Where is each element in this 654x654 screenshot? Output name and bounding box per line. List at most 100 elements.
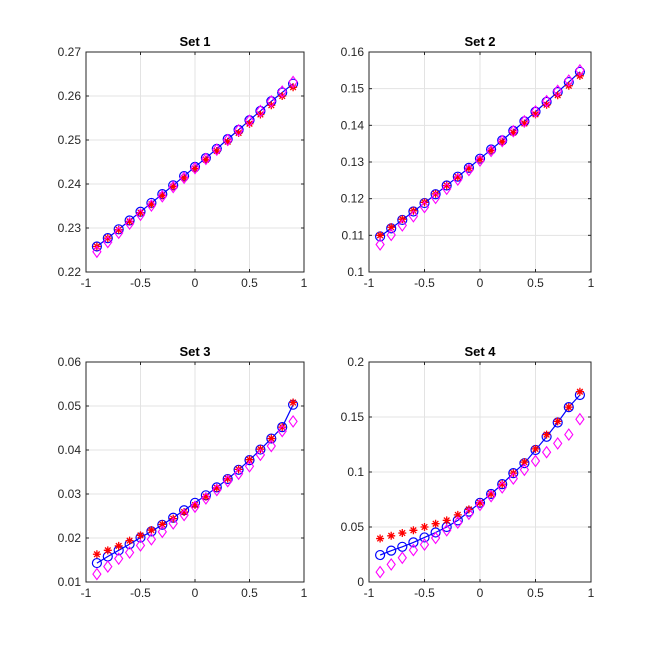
star-marker (498, 137, 507, 146)
star-marker (125, 536, 134, 545)
diamond-marker (288, 414, 298, 428)
diamond-marker (541, 445, 552, 459)
star-marker (575, 387, 584, 396)
diamond-marker (190, 161, 200, 175)
star-marker (531, 444, 540, 453)
circle-marker (113, 224, 124, 235)
diamond-marker (453, 173, 463, 187)
circle-marker (463, 162, 474, 173)
star-marker (92, 550, 101, 559)
star-marker (520, 119, 529, 128)
diamond-marker (497, 134, 507, 148)
x-tick-label: 1 (301, 276, 308, 290)
diamond-marker (564, 428, 574, 442)
y-tick-label: 0.02 (58, 531, 82, 545)
star-marker (136, 531, 145, 540)
diamond-marker (386, 228, 396, 242)
y-tick-label: 0.06 (58, 355, 82, 369)
diamond-marker (486, 489, 496, 503)
circle-marker (244, 455, 255, 466)
star-marker (147, 526, 156, 535)
x-tick-label: -1 (364, 276, 375, 290)
diamond-marker (430, 191, 441, 205)
diamond-marker (464, 163, 474, 177)
diamond-marker (288, 75, 298, 89)
y-tick-label: 0.05 (341, 520, 365, 534)
diamond-marker (201, 152, 211, 166)
y-tick-label: 0.22 (58, 265, 82, 279)
x-tick-label: 0 (477, 276, 484, 290)
diamond-marker (266, 94, 276, 108)
star-marker (136, 208, 145, 217)
x-tick-label: 0.5 (241, 586, 258, 600)
diamond-marker (179, 508, 189, 522)
circle-marker (255, 444, 266, 455)
y-tick-label: 0.1 (347, 465, 364, 479)
diamond-marker (386, 557, 396, 571)
y-tick-label: 0 (357, 575, 364, 589)
diamond-marker (255, 104, 266, 118)
diamond-marker (190, 500, 200, 514)
diamond-marker (408, 543, 419, 557)
diamond-marker (397, 551, 407, 565)
star-marker (476, 155, 484, 164)
circle-marker (563, 402, 574, 413)
chart-title: Set 1 (179, 34, 210, 49)
diamond-marker (277, 85, 287, 99)
star-marker (103, 234, 112, 243)
diamond-marker (475, 498, 485, 512)
y-tick-label: 0.04 (58, 443, 82, 457)
star-marker (256, 110, 265, 119)
x-tick-label: 1 (588, 276, 595, 290)
diamond-marker (135, 208, 146, 222)
diamond-marker (179, 171, 189, 185)
star-marker (564, 403, 573, 412)
y-tick-label: 0.26 (58, 89, 82, 103)
star-marker (442, 181, 451, 190)
y-tick-label: 0.15 (341, 82, 365, 96)
diamond-marker (519, 114, 530, 128)
star-marker (234, 128, 243, 137)
diamond-marker (114, 552, 124, 566)
chart-title: Set 2 (464, 34, 495, 49)
circle-marker (441, 180, 452, 191)
circle-marker (157, 519, 168, 530)
star-marker (553, 417, 562, 426)
y-tick-label: 0.24 (58, 177, 82, 191)
chart-title: Set 4 (464, 344, 496, 359)
y-tick-label: 0.16 (341, 45, 365, 59)
x-tick-label: 0.5 (527, 586, 544, 600)
diamond-marker (157, 525, 167, 539)
diamond-marker (114, 226, 124, 240)
x-tick-label: -1 (81, 586, 92, 600)
series-magenta-diamond (92, 75, 298, 259)
series-magenta-diamond (375, 63, 585, 251)
star-marker (180, 508, 189, 517)
star-marker (498, 480, 507, 489)
chart-panel-4: -1 -0.5 0 0.5 1 0 0.05 0.1 0.15 0.2 Set 4 (341, 344, 595, 600)
circle-marker (408, 537, 419, 548)
y-tick-label: 0.25 (58, 133, 82, 147)
x-tick-label: -0.5 (130, 276, 151, 290)
diamond-marker (419, 538, 430, 552)
star-marker (278, 423, 287, 432)
chart-title: Set 3 (179, 344, 210, 359)
y-tick-label: 0.15 (341, 410, 365, 424)
diamond-marker (564, 74, 574, 88)
star-marker (542, 430, 551, 439)
y-tick-label: 0.14 (341, 118, 365, 132)
diamond-marker (212, 483, 222, 497)
x-tick-label: -0.5 (414, 276, 435, 290)
x-tick-label: -0.5 (130, 586, 151, 600)
circle-marker (452, 171, 463, 182)
series-magenta-diamond (375, 412, 585, 579)
x-tick-label: 0 (192, 276, 199, 290)
diamond-marker (146, 199, 157, 212)
star-marker (542, 100, 551, 109)
diamond-marker (553, 84, 563, 98)
star-marker (442, 516, 451, 525)
diamond-marker (103, 235, 113, 249)
diamond-marker (430, 531, 441, 545)
y-tick-label: 0.1 (347, 265, 364, 279)
